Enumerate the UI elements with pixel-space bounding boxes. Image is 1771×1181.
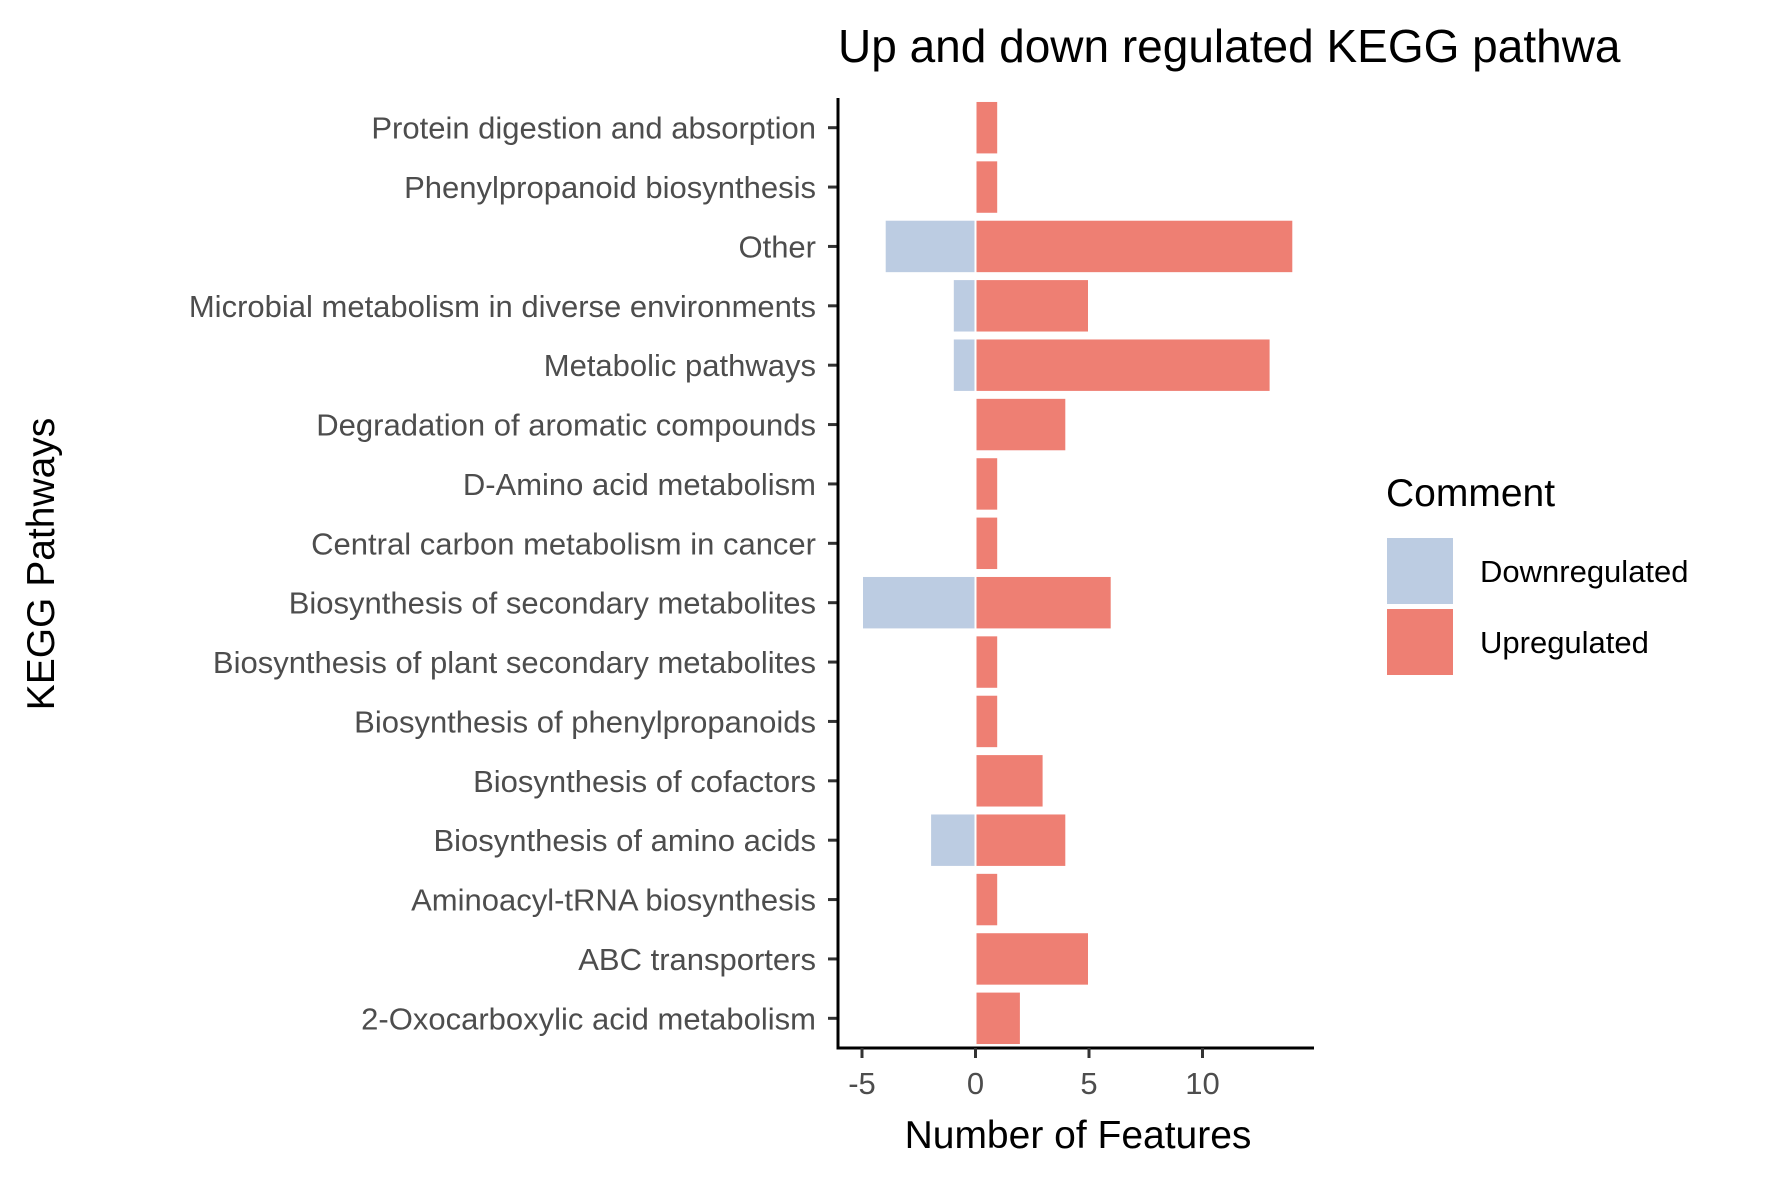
x-tick-label: 10 [1185,1066,1219,1101]
bar-downregulated-8 [861,574,977,631]
bar-upregulated-0 [974,99,1000,156]
category-label: Central carbon metabolism in cancer [311,526,816,561]
bar-upregulated-7 [974,515,1000,572]
bar-upregulated-8 [974,574,1113,631]
plot-area [861,99,1295,1047]
bar-upregulated-1 [974,159,1000,215]
bar-upregulated-4 [974,337,1272,393]
category-label: ABC transporters [578,942,816,977]
category-label: Metabolic pathways [544,348,816,383]
category-label: 2-Oxocarboxylic acid metabolism [361,1001,816,1036]
bar-downregulated-4 [951,337,977,393]
legend-title: Comment [1386,472,1555,515]
category-label: Degradation of aromatic compounds [316,408,816,443]
category-label: Biosynthesis of amino acids [433,823,816,858]
bar-upregulated-15 [974,990,1022,1047]
x-tick-label: 0 [967,1066,984,1101]
category-label: Other [738,229,816,264]
bar-upregulated-14 [974,931,1090,987]
bar-upregulated-6 [974,456,1000,512]
y-axis-title: KEGG Pathways [20,418,63,711]
bar-upregulated-13 [974,871,1000,928]
bar-downregulated-12 [929,812,977,868]
bar-upregulated-12 [974,812,1068,868]
bar-upregulated-9 [974,634,1000,690]
x-axis-title: Number of Features [905,1114,1252,1157]
bar-upregulated-2 [974,218,1295,275]
legend-swatch-downregulated [1387,538,1453,604]
legend: Comment Downregulated Upregulated [1386,472,1689,675]
category-label: D-Amino acid metabolism [463,467,816,502]
category-label: Microbial metabolism in diverse environm… [189,289,816,324]
category-label: Phenylpropanoid biosynthesis [404,170,816,205]
bar-upregulated-3 [974,278,1090,334]
legend-label-downregulated: Downregulated [1480,554,1689,589]
category-label: Protein digestion and absorption [371,111,816,146]
x-axis-ticks: -5 0 5 10 [848,1048,1220,1101]
category-label: Biosynthesis of cofactors [473,764,816,799]
x-tick-label: 5 [1080,1066,1097,1101]
legend-label-upregulated: Upregulated [1480,625,1649,660]
x-tick-label: -5 [848,1066,876,1101]
legend-swatch-upregulated [1387,609,1453,675]
category-labels: Protein digestion and absorption Phenylpr… [189,111,838,1036]
bar-upregulated-10 [974,693,1000,750]
chart-title: Up and down regulated KEGG pathwa [838,20,1621,72]
bar-downregulated-2 [883,218,977,275]
category-label: Aminoacyl-tRNA biosynthesis [411,883,816,918]
category-label: Biosynthesis of phenylpropanoids [354,704,816,739]
category-label: Biosynthesis of plant secondary metaboli… [213,645,816,680]
bar-upregulated-11 [974,753,1045,809]
category-label: Biosynthesis of secondary metabolites [289,586,816,621]
bar-downregulated-3 [951,278,977,334]
bar-upregulated-5 [974,396,1068,453]
